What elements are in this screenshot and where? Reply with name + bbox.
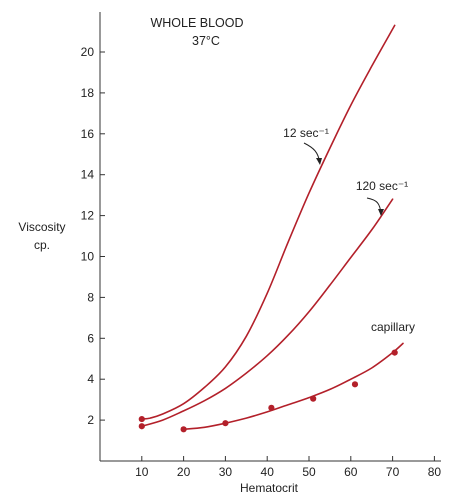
- y-tick-label: 8: [87, 290, 94, 304]
- y-tick-label: 18: [81, 86, 95, 100]
- y-tick-label: 12: [81, 209, 95, 223]
- y-tick-label: 10: [81, 250, 95, 264]
- x-tick-label: 10: [135, 465, 149, 479]
- x-tick-label: 50: [302, 465, 316, 479]
- x-tick-label: 60: [344, 465, 358, 479]
- data-point-capillary: [268, 404, 275, 411]
- series-line-12: [141, 24, 396, 420]
- ticks: 10 20 30 40 50 60 70 80 2 4 6 8 10 12 14 16 18 20: [81, 45, 442, 479]
- labels: WHOLE BLOOD 37°C Viscosity cp. Hematocri…: [18, 16, 415, 495]
- series-label-capillary: capillary: [371, 320, 415, 334]
- x-tick-label: 80: [428, 465, 442, 479]
- y-axis-title-line1: Viscosity: [18, 220, 65, 234]
- y-tick-label: 4: [87, 372, 94, 386]
- data-point-12: [138, 415, 145, 423]
- data-point-capillary: [351, 381, 359, 388]
- series-layer: [138, 24, 404, 433]
- data-point-capillary: [391, 349, 398, 356]
- y-axis-title-line2: cp.: [34, 238, 50, 252]
- pointer-arrowhead-120: [378, 209, 384, 216]
- chart-title: WHOLE BLOOD: [150, 16, 243, 30]
- y-tick-label: 2: [87, 413, 94, 427]
- axes: [99, 12, 441, 462]
- x-tick-label: 70: [386, 465, 400, 479]
- x-tick-label: 30: [219, 465, 233, 479]
- y-tick-label: 14: [81, 168, 95, 182]
- pointer-arrow-120: [366, 197, 382, 215]
- data-point-120: [138, 423, 145, 430]
- series-label-120: 120 sec⁻¹: [356, 179, 408, 193]
- x-tick-label: 20: [177, 465, 191, 479]
- y-tick-label: 20: [81, 45, 95, 59]
- chart-subtitle: 37°C: [192, 34, 220, 48]
- data-point-capillary: [180, 426, 187, 433]
- y-tick-label: 16: [81, 127, 95, 141]
- pointer-arrowhead-12: [316, 158, 322, 165]
- series-line-capillary: [182, 342, 404, 431]
- y-tick-label: 6: [87, 331, 94, 345]
- series-line-120: [141, 198, 394, 427]
- data-point-capillary: [310, 395, 317, 402]
- x-tick-label: 40: [261, 465, 275, 479]
- x-axis-title: Hematocrit: [240, 481, 299, 495]
- series-label-12: 12 sec⁻¹: [283, 126, 329, 140]
- data-point-capillary: [222, 420, 229, 427]
